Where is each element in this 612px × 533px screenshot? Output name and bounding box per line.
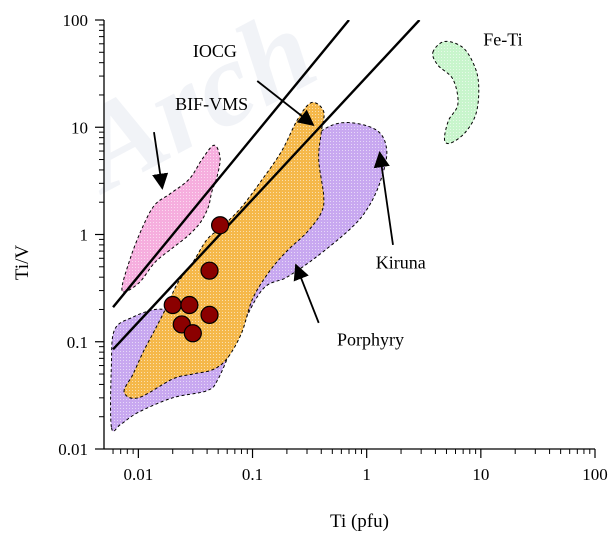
annotation-labels: IOCG BIF-VMS Fe-Ti Kiruna Porphyry xyxy=(175,29,522,349)
line-iocg-lower xyxy=(112,20,421,351)
y-tick-label: 0.1 xyxy=(67,333,88,352)
data-point xyxy=(163,295,182,315)
tick-labels: 0.01 0.1 1 10 100 0.01 0.1 1 10 100 xyxy=(58,11,608,484)
x-tick-label: 0.1 xyxy=(242,465,263,484)
y-tick-label: 1 xyxy=(80,226,89,245)
data-point xyxy=(200,261,219,280)
x-tick-label: 10 xyxy=(472,465,489,484)
data-points xyxy=(163,216,230,343)
label-porphyry: Porphyry xyxy=(337,330,404,350)
y-tick-label: 10 xyxy=(71,118,88,137)
label-fe-ti: Fe-Ti xyxy=(483,29,522,49)
field-outline xyxy=(432,40,480,145)
x-tick-label: 1 xyxy=(362,465,371,484)
arrow-bif-vms xyxy=(152,132,169,190)
axes xyxy=(95,19,596,458)
x-tick-label: 100 xyxy=(582,465,608,484)
field-bif-vms xyxy=(121,144,221,293)
x-tick-label: 0.01 xyxy=(123,465,153,484)
arrow-kiruna xyxy=(373,151,394,246)
data-point xyxy=(211,216,230,235)
arrow-iocg xyxy=(256,80,315,126)
discriminant-lines xyxy=(112,20,421,351)
label-bif-vms: BIF-VMS xyxy=(175,94,248,114)
y-axis-label: Ti/V xyxy=(12,245,33,280)
label-kiruna: Kiruna xyxy=(376,253,426,273)
field-outline xyxy=(121,144,221,293)
arrow-porphyry xyxy=(293,263,320,324)
label-iocg: IOCG xyxy=(193,41,237,61)
y-tick-label: 100 xyxy=(63,11,89,30)
data-point xyxy=(180,295,199,315)
y-tick-label: 0.01 xyxy=(58,440,88,459)
data-point xyxy=(200,305,219,324)
data-point xyxy=(183,324,202,343)
line-iocg-upper xyxy=(112,20,350,308)
field-fe-ti xyxy=(432,40,480,145)
x-axis-label: Ti (pfu) xyxy=(330,511,389,532)
annotation-arrows xyxy=(152,80,394,324)
